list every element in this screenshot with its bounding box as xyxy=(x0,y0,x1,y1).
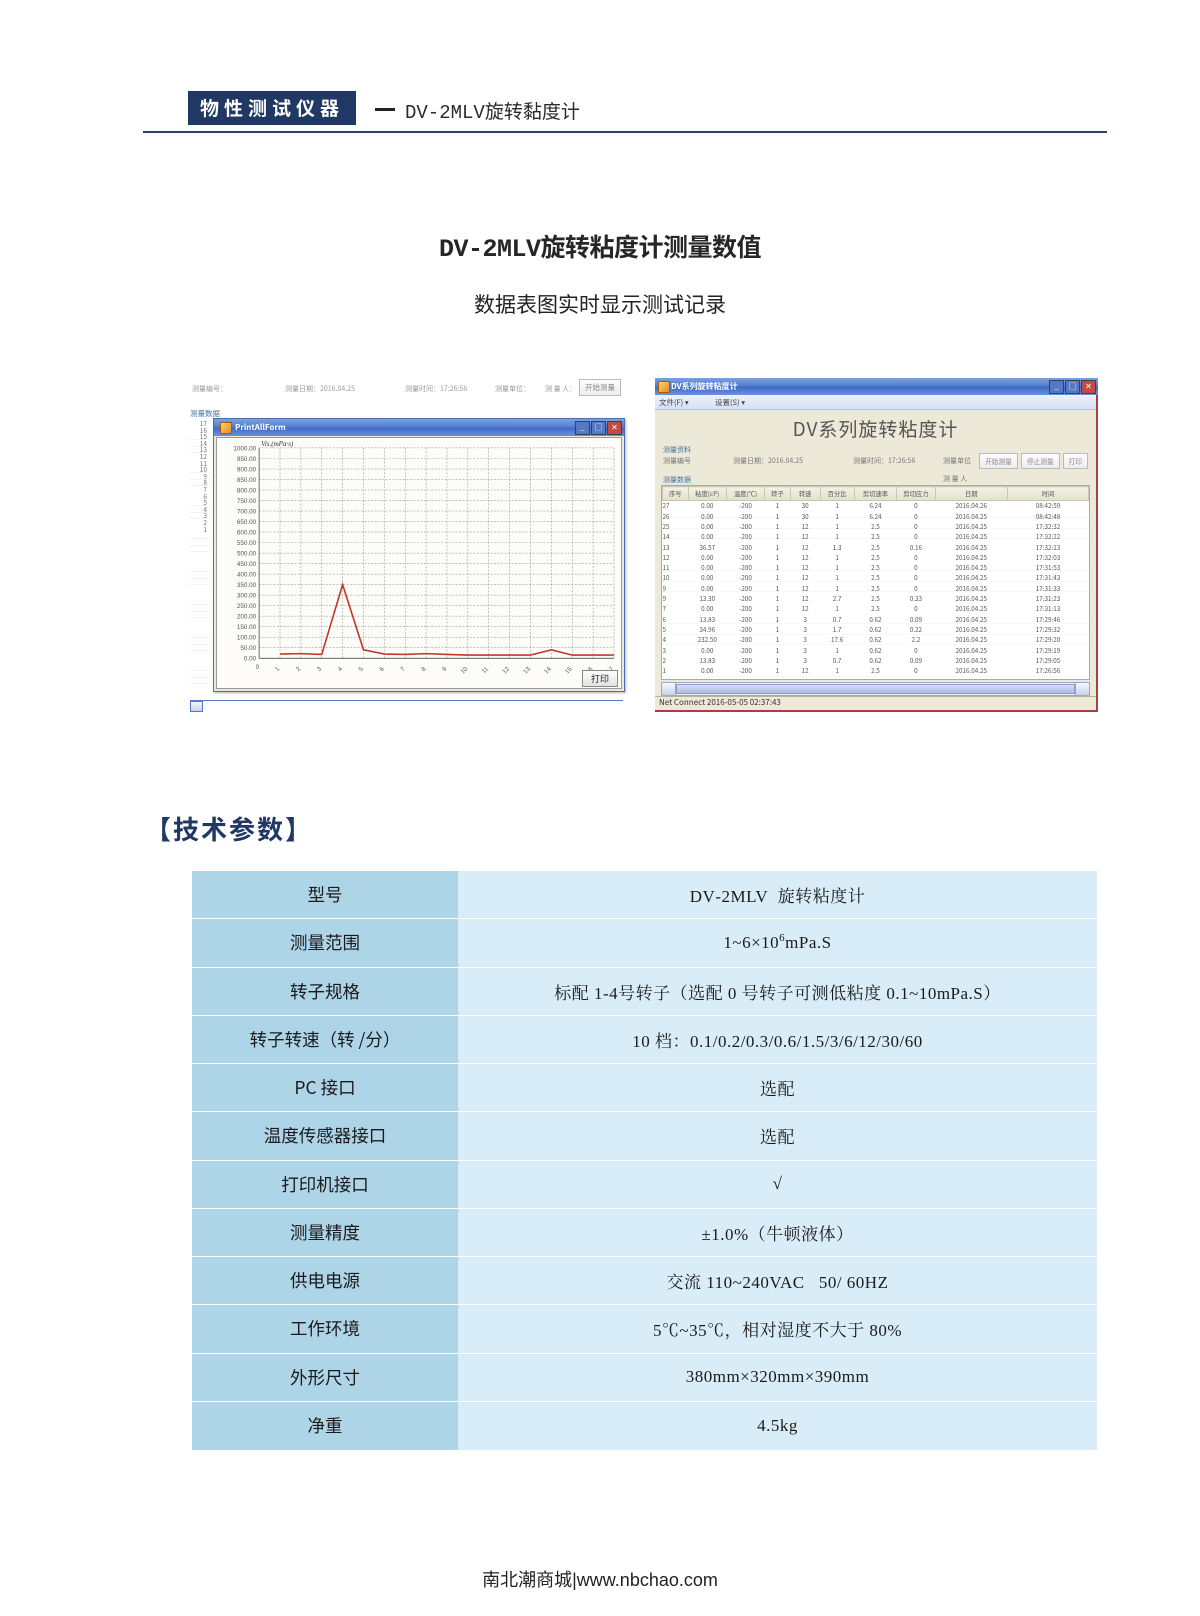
svg-text:4: 4 xyxy=(337,665,345,673)
svg-text:Vis.(mPa·s): Vis.(mPa·s) xyxy=(261,440,294,448)
svg-text:100.00: 100.00 xyxy=(237,635,257,642)
svg-text:650.00: 650.00 xyxy=(237,519,257,526)
svg-text:8: 8 xyxy=(420,665,428,673)
svg-text:15: 15 xyxy=(564,665,574,675)
svg-text:500.00: 500.00 xyxy=(237,551,257,558)
svg-text:850.00: 850.00 xyxy=(237,477,257,484)
svg-text:350.00: 350.00 xyxy=(237,582,257,589)
svg-text:1000.00: 1000.00 xyxy=(233,445,256,452)
svg-text:2: 2 xyxy=(295,665,303,673)
svg-text:9: 9 xyxy=(441,665,449,673)
svg-text:6: 6 xyxy=(378,665,386,673)
svg-text:450.00: 450.00 xyxy=(237,561,257,568)
svg-text:1: 1 xyxy=(274,665,282,673)
svg-text:750.00: 750.00 xyxy=(237,498,257,505)
svg-text:200.00: 200.00 xyxy=(237,614,257,621)
svg-text:12: 12 xyxy=(501,665,511,675)
svg-text:50.00: 50.00 xyxy=(240,645,256,652)
svg-text:5: 5 xyxy=(357,665,365,673)
svg-text:3: 3 xyxy=(316,665,324,673)
svg-text:0.00: 0.00 xyxy=(244,656,257,663)
svg-text:400.00: 400.00 xyxy=(237,572,257,579)
svg-text:11: 11 xyxy=(481,665,491,675)
svg-text:150.00: 150.00 xyxy=(237,624,257,631)
svg-text:7: 7 xyxy=(399,665,407,673)
svg-text:250.00: 250.00 xyxy=(237,603,257,610)
svg-text:300.00: 300.00 xyxy=(237,593,257,600)
svg-text:800.00: 800.00 xyxy=(237,487,257,494)
svg-text:14: 14 xyxy=(543,665,553,675)
svg-text:0: 0 xyxy=(256,664,260,671)
svg-text:900.00: 900.00 xyxy=(237,466,257,473)
svg-text:10: 10 xyxy=(459,665,469,675)
svg-text:700.00: 700.00 xyxy=(237,509,257,516)
svg-text:13: 13 xyxy=(522,665,532,675)
svg-text:950.00: 950.00 xyxy=(237,456,257,463)
svg-text:550.00: 550.00 xyxy=(237,540,257,547)
svg-text:600.00: 600.00 xyxy=(237,530,257,537)
